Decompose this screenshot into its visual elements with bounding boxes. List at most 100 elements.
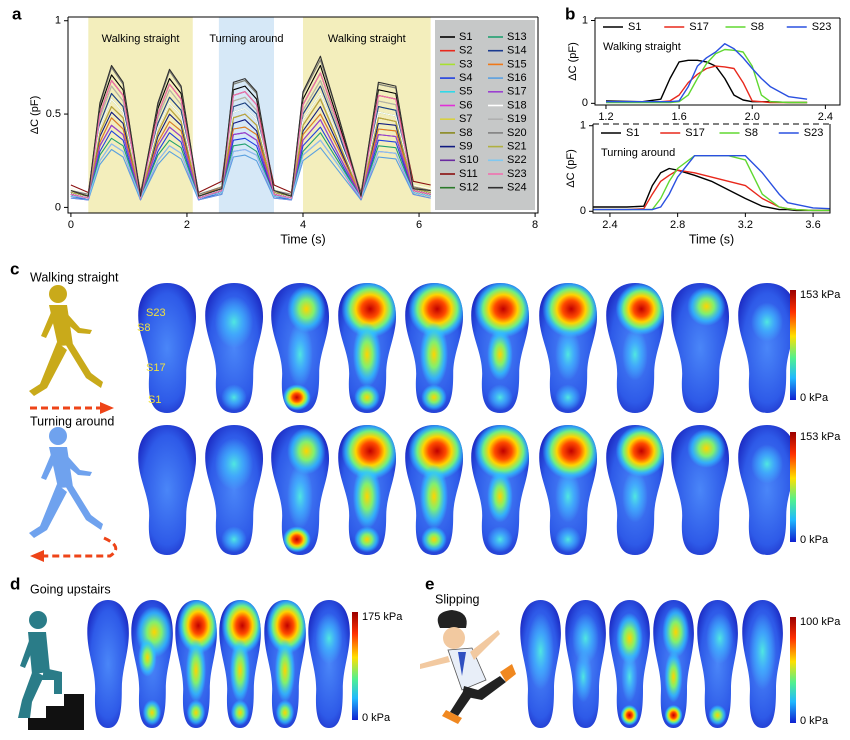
insole-heat [135, 606, 173, 726]
insole-base [738, 283, 797, 413]
x-tick-label: 3.6 [805, 219, 820, 231]
pressure-spot [621, 651, 638, 703]
sensor-label: S8 [137, 322, 150, 334]
turning-arrow-part [30, 550, 44, 562]
legend-label: S15 [507, 58, 527, 70]
legend-label: S18 [507, 99, 527, 111]
turning-figure-part [29, 484, 67, 538]
insole-heat [177, 600, 217, 726]
legend-label: S23 [812, 21, 832, 33]
legend-label: S11 [459, 168, 478, 180]
panel-label: e [425, 574, 434, 593]
insole-map [697, 600, 738, 728]
pressure-spot [341, 425, 397, 480]
pressure-spot [354, 384, 380, 411]
colorbar-max: 175 kPa [362, 611, 403, 623]
pressure-spot [620, 704, 639, 726]
slipping-figure-part [420, 656, 450, 669]
insole-heat [214, 438, 254, 553]
legend-label: S12 [459, 182, 479, 194]
series-line [70, 147, 431, 201]
insole-heat [751, 444, 783, 484]
x-tick-label: 3.2 [738, 219, 753, 231]
insole-map [138, 283, 197, 413]
insole-map [405, 283, 464, 413]
pressure-spot [527, 612, 554, 690]
series-line [70, 139, 431, 199]
legend-label: S24 [507, 182, 527, 194]
legend-label: S21 [507, 141, 527, 153]
pressure-spot [341, 283, 397, 338]
slipping-figure-part [500, 664, 516, 682]
x-tick-label: 2 [184, 219, 190, 231]
row-label: Turning around [30, 414, 114, 428]
turning-arrow-part [42, 536, 118, 558]
pressure-spot [615, 283, 665, 336]
insole-map [138, 425, 197, 555]
pressure-spot [615, 425, 665, 478]
pressure-spot [287, 464, 313, 529]
insole-map [271, 283, 330, 413]
slipping-figure-part [447, 647, 487, 691]
x-axis-title: Time (s) [280, 232, 325, 246]
pressure-spot [664, 651, 683, 703]
pressure-spot [574, 651, 593, 703]
colorbar-max: 153 kPa [800, 289, 841, 301]
series-line [593, 155, 831, 211]
pressure-spot [542, 283, 598, 338]
walking-figure-part [29, 342, 67, 396]
insole-heat [341, 425, 397, 553]
x-tick-label: 8 [532, 219, 538, 231]
pressure-spot [542, 425, 598, 480]
legend-label: S23 [507, 168, 527, 180]
pressure-spot [622, 328, 648, 381]
chart-annotation: Walking straight [603, 41, 681, 53]
turning-arrow [30, 536, 118, 562]
insole-heat [474, 425, 530, 553]
chart-annotation: Turning around [601, 147, 675, 159]
pressure-spot [474, 425, 530, 480]
insole-map [308, 600, 350, 728]
series-line [606, 65, 808, 104]
pressure-spot [221, 384, 247, 411]
stairs-figure-part [20, 638, 36, 668]
series-line [70, 119, 431, 197]
pressure-spot [555, 384, 581, 411]
insole-heat [706, 612, 734, 726]
insole-map [471, 283, 530, 413]
legend-label: S8 [459, 127, 472, 139]
slipping-figure [420, 610, 516, 724]
pressure-spot [408, 283, 464, 338]
sensor-label: S23 [146, 307, 166, 319]
pressure-spot [287, 285, 326, 333]
slipping-figure-part [443, 627, 465, 649]
slipping-figure-part [442, 710, 462, 724]
region-label: Walking straight [102, 33, 180, 45]
pressure-spot [221, 526, 247, 553]
insole-map [653, 600, 694, 728]
legend-label: S8 [751, 21, 764, 33]
pressure-spot [662, 606, 690, 658]
colorbar [790, 617, 796, 723]
insole-heat [749, 612, 776, 690]
pressure-spot [282, 384, 311, 411]
pressure-spot [487, 526, 513, 553]
legend-label: S19 [507, 113, 527, 125]
insole-heat [214, 296, 254, 411]
y-tick-label: 0 [582, 97, 588, 109]
colorbar [352, 612, 358, 720]
insole-base [138, 283, 197, 413]
y-tick-label: 1 [55, 15, 61, 27]
insole-map [87, 600, 129, 728]
slipping-figure-part [462, 676, 506, 700]
legend-label: S16 [507, 72, 527, 84]
panel-label: d [10, 574, 20, 593]
insole-heat [221, 600, 261, 726]
legend-label: S17 [685, 127, 705, 139]
series-line [606, 43, 808, 103]
pressure-spot [214, 296, 254, 348]
insole-map [606, 425, 665, 555]
insole-map [205, 283, 264, 413]
insole-map [609, 600, 650, 728]
pressure-spot [572, 612, 599, 664]
